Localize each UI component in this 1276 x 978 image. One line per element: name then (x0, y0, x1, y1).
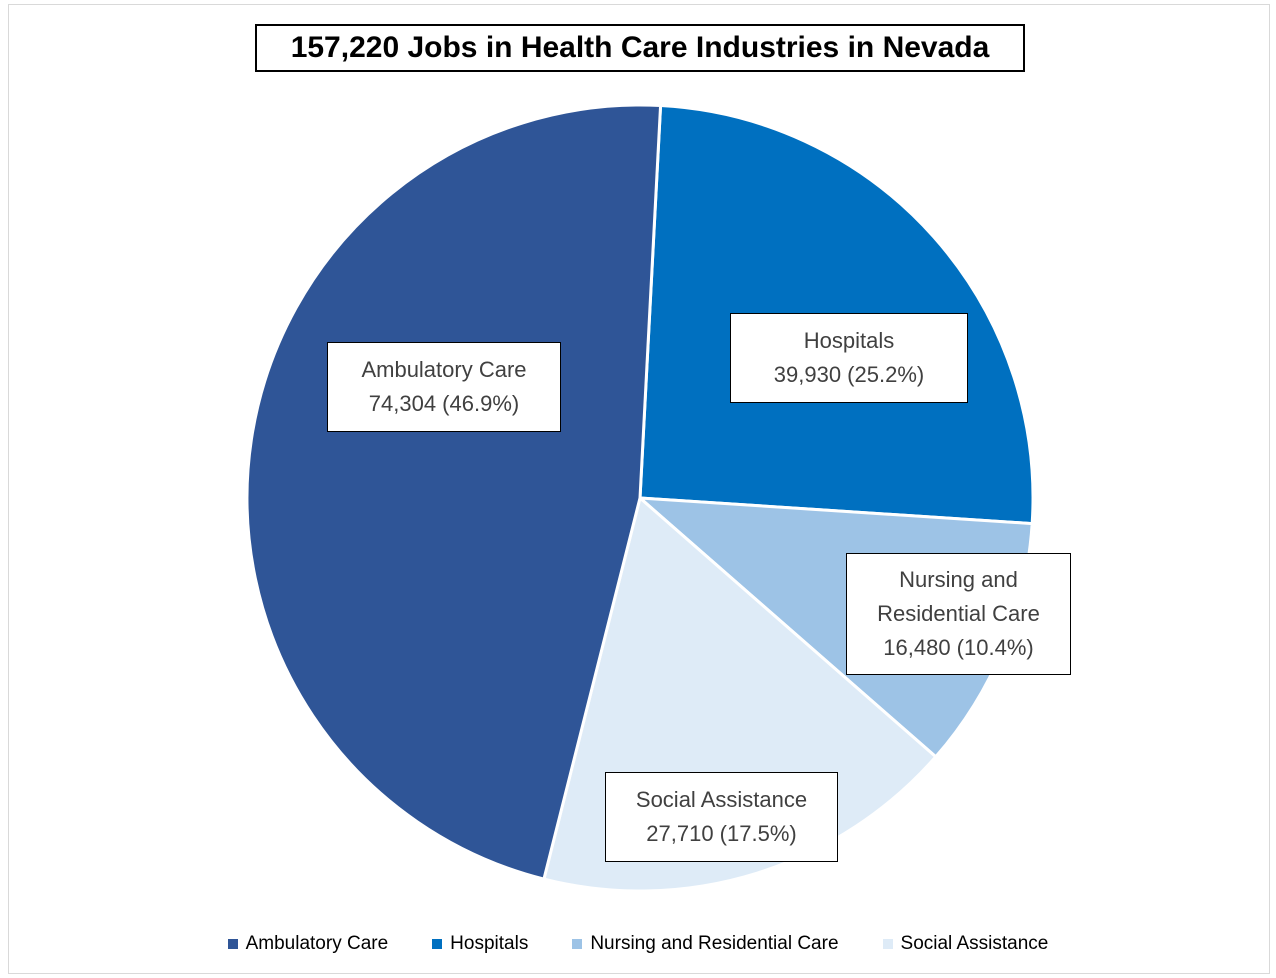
legend-label-social-assistance: Social Assistance (900, 933, 1049, 954)
legend-swatch-hospitals (432, 939, 443, 949)
legend-item-ambulatory-care: Ambulatory Care (227, 933, 389, 955)
chart-legend: Ambulatory Care Hospitals Nursing and Re… (0, 930, 1276, 958)
data-label-hospitals-value: 39,930 (25.2%) (773, 362, 925, 387)
legend-label-hospitals: Hospitals (450, 933, 529, 954)
pie-slice-ambulatory-care (245, 103, 663, 881)
legend-item-social-assistance: Social Assistance (882, 933, 1049, 955)
data-label-nursing-line2: Residential Care (877, 601, 1040, 626)
data-label-social-assistance-value: 27,710 (17.5%) (646, 821, 797, 846)
data-label-ambulatory-care-name: Ambulatory Care (361, 357, 527, 382)
chart-title: 157,220 Jobs in Health Care Industries i… (255, 24, 1025, 72)
legend-swatch-social-assistance (882, 939, 893, 949)
data-label-nursing-line1: Nursing and (899, 567, 1018, 592)
chart-frame (8, 4, 1270, 974)
data-label-hospitals: Hospitals 39,930 (25.2%) (730, 313, 968, 403)
data-label-social-assistance: Social Assistance 27,710 (17.5%) (605, 772, 838, 862)
legend-label-ambulatory-care: Ambulatory Care (245, 933, 389, 954)
data-label-ambulatory-care: Ambulatory Care 74,304 (46.9%) (327, 342, 561, 432)
legend-label-nursing-residential-care: Nursing and Residential Care (590, 933, 839, 954)
data-label-nursing-residential-care: Nursing and Residential Care 16,480 (10.… (846, 553, 1071, 675)
legend-swatch-nursing-residential-care (572, 939, 583, 949)
data-label-nursing-value: 16,480 (10.4%) (883, 635, 1034, 660)
data-label-ambulatory-care-value: 74,304 (46.9%) (368, 391, 520, 416)
legend-item-nursing-residential-care: Nursing and Residential Care (572, 933, 839, 955)
data-label-social-assistance-name: Social Assistance (635, 787, 808, 812)
legend-swatch-ambulatory-care (227, 939, 238, 949)
data-label-hospitals-name: Hospitals (803, 328, 895, 353)
legend-item-hospitals: Hospitals (432, 933, 528, 955)
